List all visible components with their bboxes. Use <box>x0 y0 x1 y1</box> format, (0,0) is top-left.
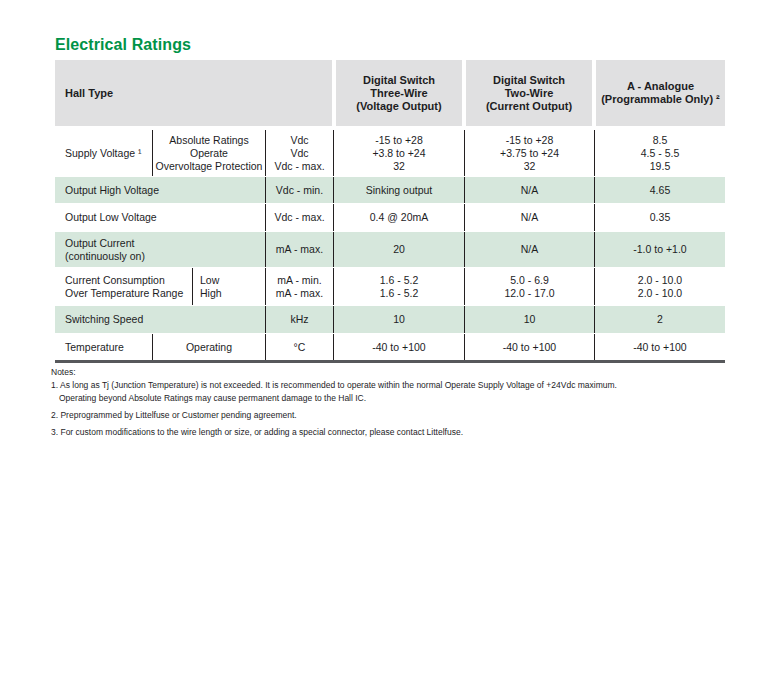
note-1-continued: Operating beyond Absolute Ratings may ca… <box>51 392 691 405</box>
unit-cell: mA - min. mA - max. <box>265 268 333 305</box>
note-1: 1. As long as Tj (Junction Temperature) … <box>51 379 691 392</box>
row-sublabels: Absolute Ratings Operate Overvoltage Pro… <box>152 130 265 176</box>
row-label: Switching Speed <box>55 306 265 333</box>
value-cell-analogue: -1.0 to +1.0 <box>594 232 725 267</box>
page-title: Electrical Ratings <box>55 36 725 54</box>
notes-section: Notes: 1. As long as Tj (Junction Temper… <box>51 366 691 439</box>
value-cell-three-wire: -40 to +100 <box>333 334 464 360</box>
value-cell-three-wire: 20 <box>333 232 464 267</box>
electrical-ratings-table: Hall Type Digital Switch Three-Wire (Vol… <box>55 60 725 363</box>
column-header-three-wire: Digital Switch Three-Wire (Voltage Outpu… <box>336 60 462 126</box>
value-cell-analogue: 8.5 4.5 - 5.5 19.5 <box>594 130 725 176</box>
row-label: Temperature <box>55 334 152 360</box>
value-cell-two-wire: -15 to +28 +3.75 to +24 32 <box>464 130 594 176</box>
note-2: 2. Preprogrammed by Littelfuse or Custom… <box>51 409 691 422</box>
row-label: Output Current (continuously on) <box>55 232 265 267</box>
note-3: 3. For custom modifications to the wire … <box>51 426 691 439</box>
value-cell-three-wire: -15 to +28 +3.8 to +24 32 <box>333 130 464 176</box>
row-sublabels: Low High <box>192 268 265 305</box>
table-row-output-high-voltage: Output High Voltage Vdc - min. Sinking o… <box>55 176 725 203</box>
unit-cell: Vdc - min. <box>265 177 333 203</box>
column-header-two-wire: Digital Switch Two-Wire (Current Output) <box>466 60 592 126</box>
value-cell-three-wire: 1.6 - 5.2 1.6 - 5.2 <box>333 268 464 305</box>
unit-cell: °C <box>265 334 333 360</box>
unit-cell: mA - max. <box>265 232 333 267</box>
table-row-output-current: Output Current (continuously on) mA - ma… <box>55 231 725 267</box>
table-body: Supply Voltage ¹ Absolute Ratings Operat… <box>55 130 725 360</box>
value-cell-analogue: 2.0 - 10.0 2.0 - 10.0 <box>594 268 725 305</box>
row-label: Output High Voltage <box>55 177 265 203</box>
value-cell-two-wire: 5.0 - 6.9 12.0 - 17.0 <box>464 268 594 305</box>
row-sublabels: Operating <box>152 334 265 360</box>
value-cell-two-wire: N/A <box>464 232 594 267</box>
table-row-temperature: Temperature Operating °C -40 to +100 -40… <box>55 333 725 360</box>
value-cell-three-wire: 10 <box>333 306 464 333</box>
row-label: Current Consumption Over Temperature Ran… <box>55 268 192 305</box>
table-row-switching-speed: Switching Speed kHz 10 10 2 <box>55 305 725 333</box>
unit-cell: Vdc - max. <box>265 204 333 231</box>
value-cell-analogue: 4.65 <box>594 177 725 203</box>
unit-cell: kHz <box>265 306 333 333</box>
unit-cell: Vdc Vdc Vdc - max. <box>265 130 333 176</box>
value-cell-three-wire: 0.4 @ 20mA <box>333 204 464 231</box>
column-header-analogue: A - Analogue (Programmable Only) ² <box>596 60 725 126</box>
value-cell-two-wire: N/A <box>464 204 594 231</box>
value-cell-analogue: 2 <box>594 306 725 333</box>
value-cell-analogue: 0.35 <box>594 204 725 231</box>
table-row-supply-voltage: Supply Voltage ¹ Absolute Ratings Operat… <box>55 130 725 176</box>
column-header-hall-type: Hall Type <box>55 60 332 126</box>
value-cell-two-wire: N/A <box>464 177 594 203</box>
table-row-current-consumption: Current Consumption Over Temperature Ran… <box>55 267 725 305</box>
row-label: Output Low Voltage <box>55 204 265 231</box>
table-header-row: Hall Type Digital Switch Three-Wire (Vol… <box>55 60 725 126</box>
notes-heading: Notes: <box>51 366 691 379</box>
row-label: Supply Voltage ¹ <box>55 130 152 176</box>
value-cell-two-wire: 10 <box>464 306 594 333</box>
datasheet-page: Electrical Ratings Hall Type Digital Swi… <box>0 0 776 674</box>
table-row-output-low-voltage: Output Low Voltage Vdc - max. 0.4 @ 20mA… <box>55 203 725 231</box>
value-cell-two-wire: -40 to +100 <box>464 334 594 360</box>
value-cell-three-wire: Sinking output <box>333 177 464 203</box>
value-cell-analogue: -40 to +100 <box>594 334 725 360</box>
